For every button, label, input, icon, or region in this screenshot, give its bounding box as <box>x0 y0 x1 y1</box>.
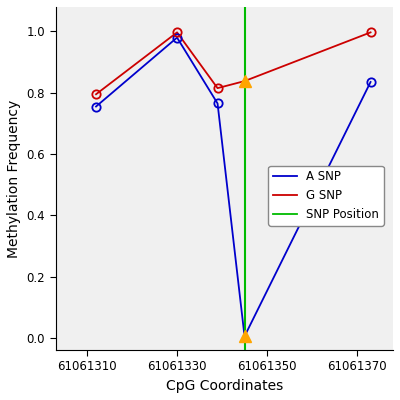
Y-axis label: Methylation Frequency: Methylation Frequency <box>7 99 21 258</box>
X-axis label: CpG Coordinates: CpG Coordinates <box>166 379 283 393</box>
Legend: A SNP, G SNP, SNP Position: A SNP, G SNP, SNP Position <box>268 166 384 226</box>
